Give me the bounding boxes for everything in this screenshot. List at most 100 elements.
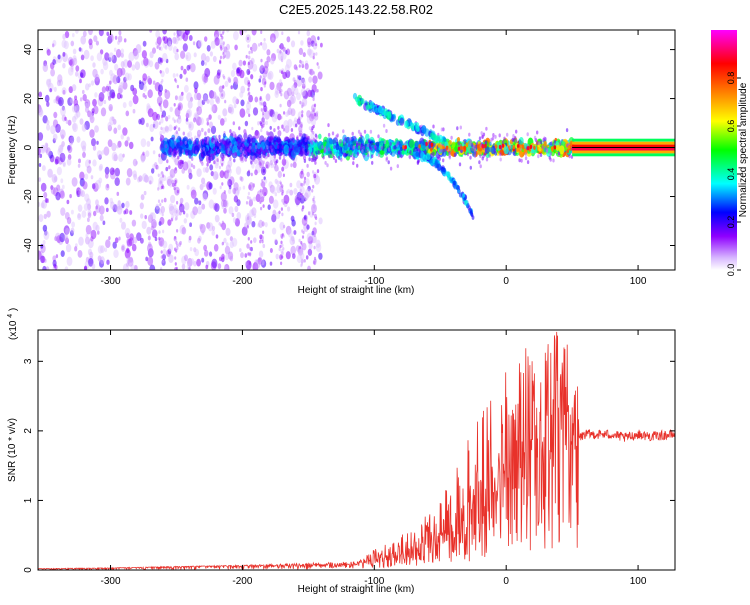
spectrogram-blob xyxy=(290,40,296,48)
spectrogram-blob xyxy=(313,52,316,57)
spectrogram-blob xyxy=(298,238,301,243)
spectrogram-blob xyxy=(250,46,253,51)
spectrogram-blob xyxy=(69,194,72,199)
spectrogram-blob xyxy=(120,52,124,58)
spectrogram-blob xyxy=(66,199,70,205)
spectrogram-blob xyxy=(236,67,240,74)
spectrogram-blob xyxy=(254,130,260,139)
spectrogram-blob xyxy=(231,212,235,218)
spectrogram-blob xyxy=(301,77,305,84)
spectrogram-blob xyxy=(44,94,50,103)
spectrogram-blob xyxy=(492,133,495,137)
spectrogram-blob xyxy=(383,140,387,145)
spectrogram-blob xyxy=(264,178,268,184)
spectrogram-blob xyxy=(102,61,109,71)
spectrogram-blob xyxy=(241,138,244,142)
spectrogram-blob xyxy=(159,133,163,138)
snr-ylabel: SNR (10 * v/v) xyxy=(7,418,18,482)
spectrogram-blob xyxy=(48,150,54,159)
spectrogram-blob xyxy=(143,190,147,196)
spectrogram-blob xyxy=(543,136,546,141)
spectrogram-blob xyxy=(94,76,100,86)
spectrogram-blob xyxy=(321,145,324,150)
spectrogram-blob xyxy=(352,145,356,150)
spectrogram-blob xyxy=(351,131,354,136)
spectrogram-blob xyxy=(299,193,302,197)
spectrogram-blob xyxy=(331,131,335,136)
spectrogram-blob xyxy=(91,263,96,270)
spectrogram-blob xyxy=(217,30,222,36)
colorbar-gradient xyxy=(711,30,737,270)
spectrogram-blob xyxy=(62,51,66,57)
spectrogram-blob xyxy=(280,235,284,239)
spectrogram-blob xyxy=(259,188,262,193)
spectrogram-blob xyxy=(60,250,65,257)
spectrogram-blob xyxy=(262,117,265,121)
spectrogram-blob xyxy=(123,210,126,215)
spectrogram-blob xyxy=(215,234,219,239)
tone-band-row xyxy=(572,147,675,151)
spectrogram-blob xyxy=(362,145,365,150)
spectrogram-blob xyxy=(229,142,232,147)
spectrogram-blob xyxy=(538,141,541,145)
spectrogram-blob xyxy=(119,217,123,223)
spectrogram-blob xyxy=(287,206,291,212)
spectrogram-blob xyxy=(162,52,168,62)
spectrogram-blob xyxy=(174,52,179,61)
spectrogram-blob xyxy=(141,220,147,230)
spectrogram-blob xyxy=(80,190,85,198)
spectrogram-blob xyxy=(150,212,156,221)
spectrogram-blob xyxy=(87,110,92,118)
spectrogram-blob xyxy=(308,76,313,83)
spectrogram-blob xyxy=(371,154,374,159)
spectrogram-blob xyxy=(71,221,75,228)
spectrogram-blob xyxy=(173,32,176,36)
spectrogram-blob xyxy=(240,252,244,259)
spectrogram-blob xyxy=(277,125,280,130)
spectrogram-blob xyxy=(66,158,72,166)
spectrogram-blob xyxy=(498,133,501,138)
spectrogram-blob xyxy=(56,96,60,102)
spectrogram-blob xyxy=(82,94,87,102)
spectrogram-blob xyxy=(119,82,123,89)
spectrogram-blob xyxy=(258,219,264,228)
spectrogram-blob xyxy=(126,257,131,264)
spectrogram-blob xyxy=(261,181,266,189)
spectrogram-blob xyxy=(299,245,302,250)
spectrogram-blob xyxy=(229,156,232,161)
spectrogram-blob xyxy=(196,129,202,137)
spectrogram-blob xyxy=(300,102,303,106)
spectrogram-blob xyxy=(239,69,245,79)
spectrogram-blob xyxy=(210,170,214,177)
spectrogram-blob xyxy=(227,159,233,168)
spectrogram-blob xyxy=(111,92,116,99)
spectrogram-blob xyxy=(249,252,252,257)
spectrogram-blob xyxy=(297,246,304,256)
spectrogram-blob xyxy=(261,221,265,227)
spectrogram-blob xyxy=(246,195,250,200)
spectrogram-blob xyxy=(434,160,438,166)
spectrogram-blob xyxy=(169,174,173,180)
spectrogram-blob xyxy=(122,263,129,270)
spectrogram-blob xyxy=(214,30,220,39)
spectrogram-blob xyxy=(404,150,408,155)
spectrogram-blob xyxy=(202,94,208,103)
spectrogram-blob xyxy=(343,152,346,157)
spectrogram-blob xyxy=(46,124,51,131)
spectrogram-blob xyxy=(356,151,360,156)
spectrogram-blob xyxy=(97,230,100,235)
spectrogram-blob xyxy=(194,87,198,94)
spectrogram-blob xyxy=(111,54,117,64)
spectrogram-blob xyxy=(284,64,290,73)
spectrogram-blob xyxy=(489,141,492,146)
spectrogram-blob xyxy=(469,155,472,160)
spectrogram-blob xyxy=(161,259,166,266)
spectrogram-blob xyxy=(146,226,152,235)
spectrogram-blob xyxy=(301,78,306,87)
spectrogram-blob xyxy=(94,92,98,98)
spectrogram-blob xyxy=(138,175,143,182)
spectrogram-blob xyxy=(45,147,51,156)
spectrogram-blob xyxy=(415,151,419,157)
spectrogram-blob xyxy=(156,36,162,45)
spectrogram-blob xyxy=(509,145,512,149)
